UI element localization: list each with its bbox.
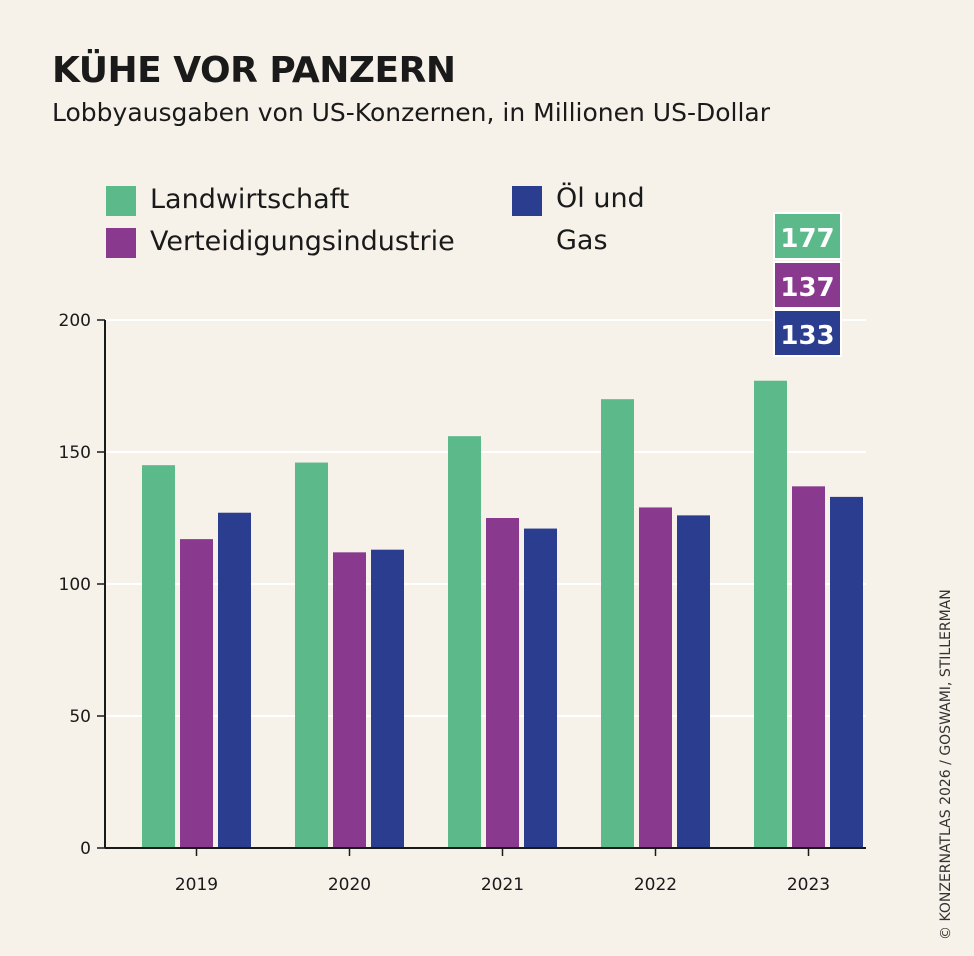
legend-item-oel-gas: Öl und Gas (512, 183, 645, 262)
x-tick-label: 2023 (787, 875, 830, 895)
legend-label-line1: Öl und (556, 183, 645, 214)
data-label-box (773, 212, 842, 260)
bar-2023-0 (754, 380, 787, 848)
bar-2020-2 (371, 549, 404, 848)
legend-swatch (106, 186, 136, 216)
bar-2021-2 (524, 528, 557, 848)
data-label-box (773, 261, 842, 309)
x-tick-label: 2021 (481, 875, 524, 895)
legend-label-line2: Gas (556, 225, 608, 256)
y-tick-label: 0 (80, 839, 91, 859)
data-label: 133 (780, 321, 834, 351)
legend-item-landwirtschaft: Landwirtschaft (106, 184, 349, 216)
legend-label: Öl und Gas (556, 178, 645, 262)
bar-2019-0 (142, 465, 175, 848)
bar-2019-2 (218, 512, 251, 848)
bar-2020-1 (333, 552, 366, 848)
y-tick-label: 50 (69, 707, 91, 727)
data-label: 137 (780, 273, 834, 303)
y-tick-label: 150 (59, 443, 91, 463)
bar-2022-0 (601, 399, 634, 848)
legend-swatch (512, 186, 542, 216)
bar-2022-2 (677, 515, 710, 848)
legend-label: Landwirtschaft (150, 184, 350, 215)
x-tick-label: 2019 (175, 875, 218, 895)
chart-subtitle: Lobbyausgaben von US-Konzernen, in Milli… (52, 98, 771, 127)
x-tick-label: 2020 (328, 875, 371, 895)
y-tick-label: 100 (59, 575, 91, 595)
legend-item-verteidigung: Verteidigungsindustrie (106, 226, 455, 258)
x-tick-label: 2022 (634, 875, 677, 895)
bar-2020-0 (295, 462, 328, 848)
legend-label: Verteidigungsindustrie (150, 226, 455, 257)
bar-2023-1 (792, 486, 825, 848)
y-tick-label: 200 (59, 311, 91, 331)
bar-2022-1 (639, 507, 672, 848)
credit: © KONZERNATLAS 2026 / GOSWAMI, STILLERMA… (938, 589, 954, 940)
bar-2019-1 (180, 539, 213, 848)
legend-swatch (106, 228, 136, 258)
bar-2023-2 (830, 496, 863, 848)
data-label: 177 (780, 224, 834, 254)
bar-2021-1 (486, 518, 519, 848)
chart-title: KÜHE VOR PANZERN (52, 50, 456, 91)
data-label-box (773, 309, 842, 357)
bar-2021-0 (448, 436, 481, 848)
